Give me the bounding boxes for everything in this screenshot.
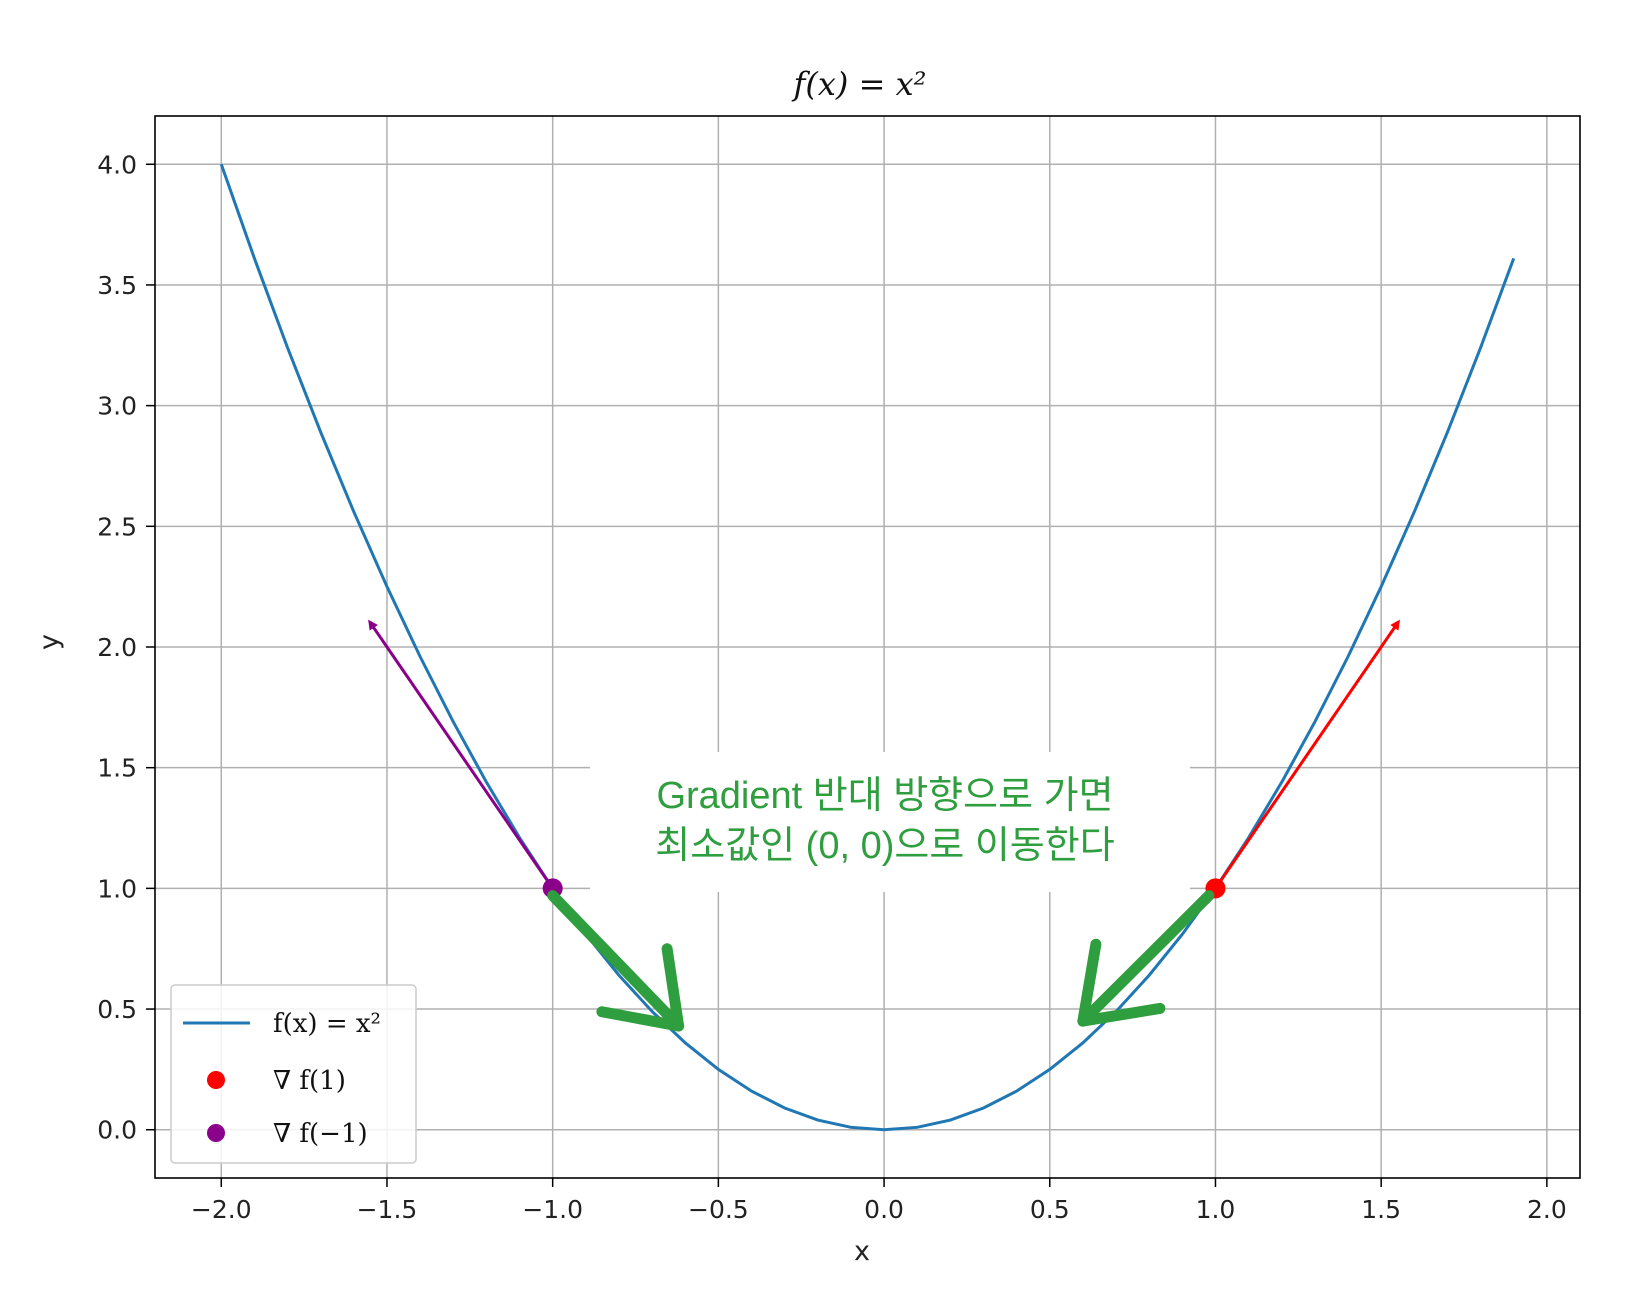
gradient-arrow-pos [1214, 619, 1400, 890]
annotation-line-2: 최소값인 (0, 0)으로 이동한다 [655, 825, 1114, 867]
y-tick-label: 1.5 [97, 754, 137, 783]
y-tick-label: 0.0 [97, 1116, 137, 1145]
legend-label-grad-neg: ∇ f(−1) [273, 1119, 368, 1149]
x-axis-label: x [854, 1236, 870, 1267]
annotation-arrow-head [596, 1006, 685, 1032]
gradient-arrow-neg [368, 619, 554, 890]
y-tick-label: 0.5 [97, 995, 137, 1024]
legend-marker-purple [207, 1124, 225, 1142]
x-tick-label: 2.0 [1527, 1195, 1567, 1224]
y-tick-label: 2.5 [97, 512, 137, 541]
gradient-arrows [368, 619, 1400, 890]
legend-box [170, 984, 417, 1164]
x-tick-label: −0.5 [688, 1195, 749, 1224]
annotation-arrow-shaft [547, 890, 685, 1032]
y-tick-label: 3.5 [97, 271, 137, 300]
legend: f(x) = x² ∇ f(1) ∇ f(−1) [170, 984, 417, 1164]
x-tick-label: 0.0 [864, 1195, 904, 1224]
x-tick-label: 1.0 [1196, 1195, 1236, 1224]
y-axis-label: y [34, 634, 65, 650]
x-tick-label: −1.0 [522, 1195, 583, 1224]
annotation-arrow-head [1077, 1002, 1166, 1027]
x-tick-label: −1.5 [357, 1195, 418, 1224]
legend-label-grad-pos: ∇ f(1) [273, 1066, 346, 1096]
annotation-background [590, 752, 1190, 892]
x-axis-ticks: −2.0 −1.5 −1.0 −0.5 0.0 0.5 1.0 1.5 2.0 [191, 1178, 1567, 1224]
y-tick-label: 2.0 [97, 633, 137, 662]
annotation-arrow-head [1077, 938, 1102, 1027]
y-axis-ticks: 0.0 0.5 1.0 1.5 2.0 2.5 3.0 3.5 4.0 [97, 150, 155, 1145]
y-tick-label: 3.0 [97, 392, 137, 421]
annotation-arrow-shaft [1077, 890, 1215, 1027]
chart-title: f(x) = x² [792, 65, 927, 103]
y-tick-label: 4.0 [97, 150, 137, 179]
x-tick-label: 1.5 [1361, 1195, 1401, 1224]
annotation-arrow-head [661, 943, 685, 1032]
x-tick-label: −2.0 [191, 1195, 252, 1224]
plot-frame [154, 115, 1581, 1179]
y-tick-label: 1.0 [97, 874, 137, 903]
legend-marker-red [207, 1071, 225, 1089]
legend-label-curve: f(x) = x² [273, 1009, 381, 1039]
annotation-arrows [547, 890, 1215, 1032]
annotation-line-1: Gradient 반대 방향으로 가면 [656, 775, 1113, 817]
curve-line [219, 163, 1516, 1132]
x-tick-label: 0.5 [1030, 1195, 1070, 1224]
